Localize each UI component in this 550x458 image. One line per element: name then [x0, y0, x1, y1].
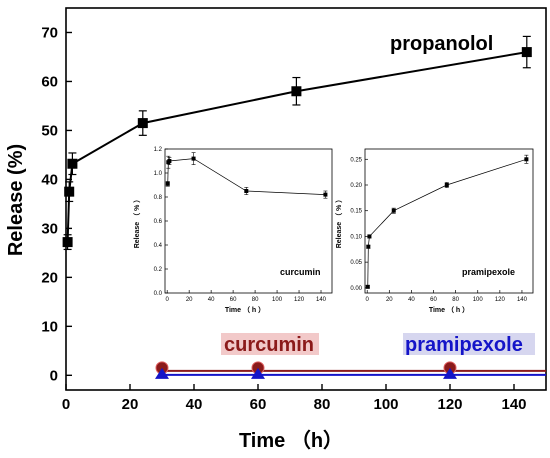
inset-point: [191, 156, 196, 161]
inset-point: [165, 181, 170, 186]
inset-y-tick-label: 0.25: [350, 157, 362, 163]
pramipexole-series-label: pramipexole: [405, 334, 523, 356]
inset-pramipexole-y-axis-title: Release （ % ）: [335, 196, 343, 249]
inset-pramipexole-x-axis-title: Time （ h ）: [429, 306, 469, 314]
inset-x-tick-label: 0: [366, 297, 370, 303]
inset-y-tick-label: 0.4: [154, 243, 163, 249]
inset-x-tick-label: 0: [166, 297, 170, 303]
y-tick-label: 0: [50, 367, 58, 384]
pramipexole-point: [443, 367, 457, 379]
main-plot-frame: [65, 7, 547, 391]
inset-point: [323, 192, 328, 197]
inset-x-tick-label: 60: [430, 297, 437, 303]
y-tick-label: 60: [41, 73, 58, 90]
inset-x-tick-label: 40: [408, 297, 415, 303]
inset-x-tick-label: 120: [495, 297, 506, 303]
inset-x-tick-label: 80: [252, 297, 259, 303]
inset-pramipexole-frame: [364, 148, 534, 294]
x-tick-label: 20: [122, 396, 139, 413]
inset-y-tick-label: 0.15: [350, 209, 362, 215]
inset-y-tick-label: 0.00: [350, 286, 362, 292]
inset-point: [167, 159, 172, 163]
inset-point: [367, 234, 372, 239]
inset-point: [365, 284, 370, 289]
inset-x-tick-label: 60: [230, 297, 237, 303]
inset-x-tick-label: 140: [316, 297, 327, 303]
x-tick-label: 40: [186, 396, 203, 413]
inset-curcumin-label: curcumin: [280, 267, 321, 277]
inset-y-tick-label: 0.2: [154, 267, 163, 273]
x-tick-label: 100: [373, 396, 398, 413]
pramipexole-point: [251, 367, 265, 379]
inset-y-tick-label: 1.0: [154, 171, 163, 177]
propanolol-point: [67, 158, 78, 169]
y-tick-label: 50: [41, 122, 58, 139]
inset-pramipexole-label: pramipexole: [462, 267, 515, 277]
main-y-axis-title: Release (%): [5, 144, 27, 256]
propanolol-point: [62, 237, 73, 248]
propanolol-point: [137, 118, 148, 129]
inset-curcumin-y-axis-title: Release （ % ）: [133, 196, 141, 249]
y-tick-label: 70: [41, 24, 58, 41]
y-tick-label: 40: [41, 171, 58, 188]
inset-point: [391, 208, 396, 213]
x-tick-label: 60: [250, 396, 267, 413]
inset-point: [444, 183, 449, 187]
inset-x-tick-label: 100: [473, 297, 484, 303]
inset-point: [244, 189, 249, 193]
propanolol-series-label: propanolol: [390, 33, 493, 55]
inset-curcumin-x-axis-title: Time （ h ）: [225, 306, 265, 314]
inset-x-tick-label: 120: [294, 297, 305, 303]
inset-point: [366, 244, 371, 249]
propanolol-point: [64, 186, 75, 197]
x-tick-label: 120: [437, 396, 462, 413]
inset-line: [367, 158, 527, 287]
inset-x-tick-label: 80: [452, 297, 459, 303]
inset-point: [524, 157, 529, 162]
inset-x-tick-label: 20: [386, 297, 393, 303]
inset-y-tick-label: 0.6: [154, 219, 163, 225]
propanolol-point: [291, 86, 302, 97]
x-tick-label: 80: [314, 396, 331, 413]
inset-y-tick-label: 0.10: [350, 234, 362, 240]
pramipexole-point: [155, 367, 169, 379]
y-tick-label: 10: [41, 318, 58, 335]
curcumin-series-label: curcumin: [224, 334, 314, 356]
inset-x-tick-label: 100: [272, 297, 283, 303]
main-x-axis-title: Time （h）: [239, 429, 343, 452]
inset-x-tick-label: 140: [517, 297, 528, 303]
x-tick-label: 140: [501, 396, 526, 413]
inset-y-tick-label: 0.20: [350, 183, 362, 189]
inset-x-tick-label: 20: [186, 297, 193, 303]
inset-y-tick-label: 1.2: [154, 147, 163, 153]
curcumin-label-highlight: [221, 333, 319, 355]
y-tick-label: 20: [41, 269, 58, 286]
inset-x-tick-label: 40: [208, 297, 215, 303]
propanolol-point: [521, 47, 532, 58]
inset-y-tick-label: 0.8: [154, 195, 163, 201]
pramipexole-label-highlight: [403, 333, 535, 355]
inset-y-tick-label: 0.05: [350, 260, 362, 266]
y-tick-label: 30: [41, 220, 58, 237]
inset-y-tick-label: 0.0: [154, 291, 163, 297]
x-tick-label: 0: [62, 396, 70, 413]
